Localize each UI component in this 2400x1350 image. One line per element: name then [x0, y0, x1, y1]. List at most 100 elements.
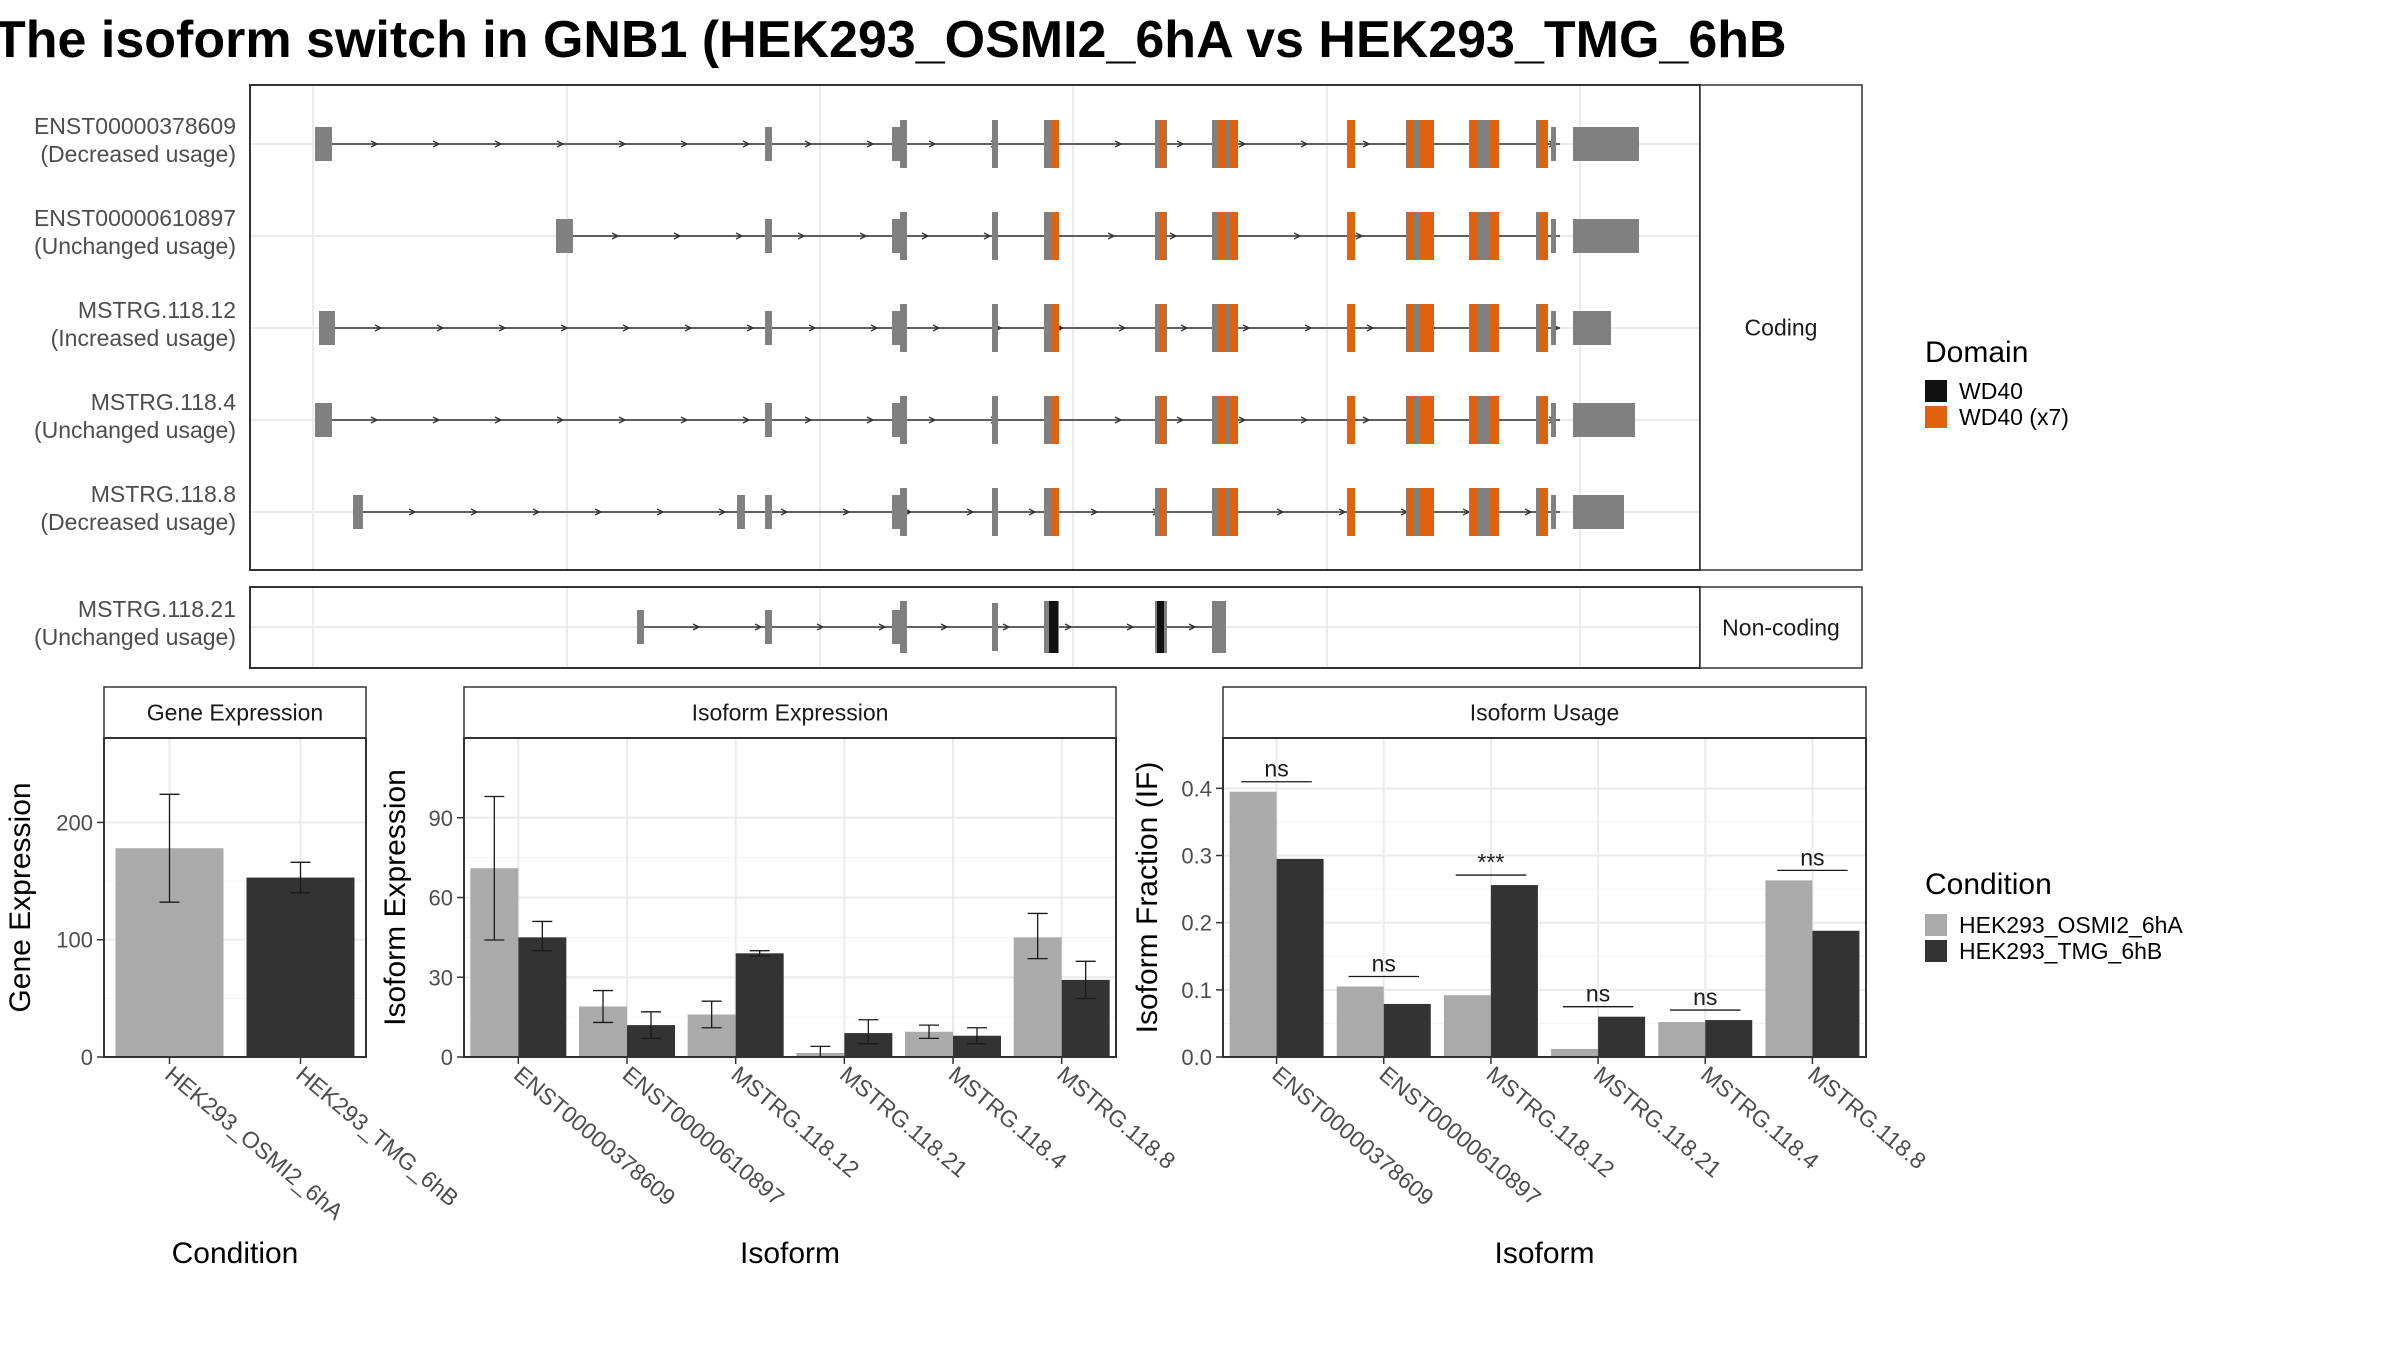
exon: [637, 610, 644, 644]
domain-wd40-x7: [1420, 120, 1434, 168]
exon: [992, 396, 998, 444]
bar-MSTRG.118.12: [735, 953, 784, 1057]
chart-frame: [1222, 737, 1867, 1058]
intron-arrow: [1126, 623, 1135, 631]
intron-arrow: [494, 140, 503, 148]
intron-arrow: [928, 416, 937, 424]
intron-arrow: [470, 508, 479, 516]
exon: [892, 610, 902, 644]
domain-wd40-x7: [1420, 396, 1434, 444]
chart-strip: [1222, 686, 1867, 739]
transcript-id-label: MSTRG.118.4: [91, 389, 236, 415]
domain-wd40-x7: [1490, 488, 1499, 536]
intron-arrow: [842, 508, 851, 516]
y-tick-label: 90: [429, 806, 453, 831]
domain-wd40-x7: [1539, 212, 1547, 260]
y-tick-label: 200: [56, 810, 93, 835]
exon: [765, 403, 772, 437]
bar-MSTRG.118.8: [1765, 880, 1813, 1057]
intron-arrow: [1293, 232, 1302, 240]
exon: [765, 219, 772, 253]
y-tick-label: 60: [429, 886, 453, 911]
intron-arrow: [1114, 140, 1123, 148]
chart-strip: [463, 686, 1117, 739]
intron-arrow: [718, 508, 727, 516]
x-axis-title: Isoform: [1494, 1237, 1594, 1270]
domain-wd40-x7: [1348, 304, 1355, 352]
intron-arrow: [1338, 508, 1347, 516]
bar-ENST00000610897: [1383, 1003, 1431, 1057]
domain-wd40-x7: [1470, 120, 1478, 168]
exon: [992, 603, 998, 651]
intron-arrow: [1107, 232, 1116, 240]
y-tick-label: 0.0: [1181, 1045, 1212, 1070]
exon: [892, 495, 902, 529]
intron-arrow: [1355, 232, 1364, 240]
transcript-MSTRG.118.8: MSTRG.118.8(Decreased usage): [40, 481, 1624, 536]
intron-arrow: [780, 508, 789, 516]
domain-wd40-x7: [1159, 488, 1166, 536]
domain-wd40-x7: [1407, 304, 1414, 352]
intron-arrow: [940, 623, 949, 631]
domain-wd40-x7: [1159, 212, 1166, 260]
transcript-usage-label: (Decreased usage): [40, 509, 236, 535]
transcript-MSTRG.118.12: MSTRG.118.12(Increased usage): [51, 297, 1611, 352]
transcript-structure: ENST00000378609(Decreased usage)ENST0000…: [34, 84, 1863, 669]
intron-arrow: [532, 508, 541, 516]
domain-wd40-x7: [1539, 396, 1547, 444]
bar-MSTRG.118.21: [1551, 1048, 1599, 1057]
intron-arrow: [808, 324, 817, 332]
exon: [315, 403, 332, 437]
intron-arrow: [1242, 324, 1251, 332]
exon: [900, 488, 907, 536]
domain-wd40-x7: [1490, 212, 1499, 260]
x-axis-title: Condition: [172, 1237, 299, 1270]
bar-ENST00000378609: [1276, 858, 1324, 1057]
domain-wd40-x7: [1348, 212, 1355, 260]
chart-title: Gene Expression: [147, 700, 323, 726]
chart-strip: [103, 686, 367, 739]
intron-arrow: [1276, 508, 1285, 516]
exon-utr: [1573, 495, 1624, 529]
intron-arrow: [735, 232, 744, 240]
exon-utr: [1573, 219, 1639, 253]
figure-title: The isoform switch in GNB1 (HEK293_OSMI2…: [0, 11, 1787, 69]
structure-panel-coding: ENST00000378609(Decreased usage)ENST0000…: [34, 84, 1863, 571]
intron-arrow: [656, 508, 665, 516]
exon-utr: [1573, 127, 1639, 161]
bar-MSTRG.118.21: [844, 1033, 893, 1057]
intron-arrow: [436, 324, 445, 332]
bar-ENST00000378609: [518, 937, 567, 1057]
exon: [892, 403, 902, 437]
exon: [1551, 495, 1556, 529]
intron-arrow: [921, 232, 930, 240]
intron-arrow: [1238, 140, 1247, 148]
y-axis-title: Gene Expression: [4, 782, 37, 1012]
exon: [1551, 127, 1556, 161]
significance-label: ns: [1800, 844, 1824, 870]
facet-strip: [1699, 84, 1863, 571]
domain-wd40-x7: [1348, 396, 1355, 444]
domain-wd40-x7: [1218, 212, 1225, 260]
condition-legend-title: Condition: [1925, 868, 2052, 901]
y-tick-label: 0: [81, 1045, 93, 1070]
condition-legend-label-1: HEK293_OSMI2_6hA: [1959, 912, 2183, 938]
domain-wd40-x7: [1490, 304, 1499, 352]
domain-wd40: [1049, 601, 1058, 653]
exon: [315, 127, 332, 161]
exon: [737, 495, 745, 529]
domain-wd40-x7: [1348, 120, 1355, 168]
domain-legend: Domain WD40 WD40 (x7): [1925, 336, 2069, 430]
condition-legend: Condition HEK293_OSMI2_6hA HEK293_TMG_6h…: [1925, 868, 2183, 964]
exon: [892, 219, 902, 253]
domain-wd40-x7: [1539, 304, 1547, 352]
facet-strip-label: Non-coding: [1722, 615, 1840, 641]
exon: [765, 311, 772, 345]
transcript-ENST00000610897: ENST00000610897(Unchanged usage): [34, 205, 1639, 260]
intron-arrow: [742, 416, 751, 424]
domain-wd40-x7: [1218, 120, 1225, 168]
exon: [1551, 311, 1556, 345]
intron-arrow: [1114, 416, 1123, 424]
intron-arrow: [1176, 416, 1185, 424]
domain-wd40-x7: [1051, 304, 1059, 352]
